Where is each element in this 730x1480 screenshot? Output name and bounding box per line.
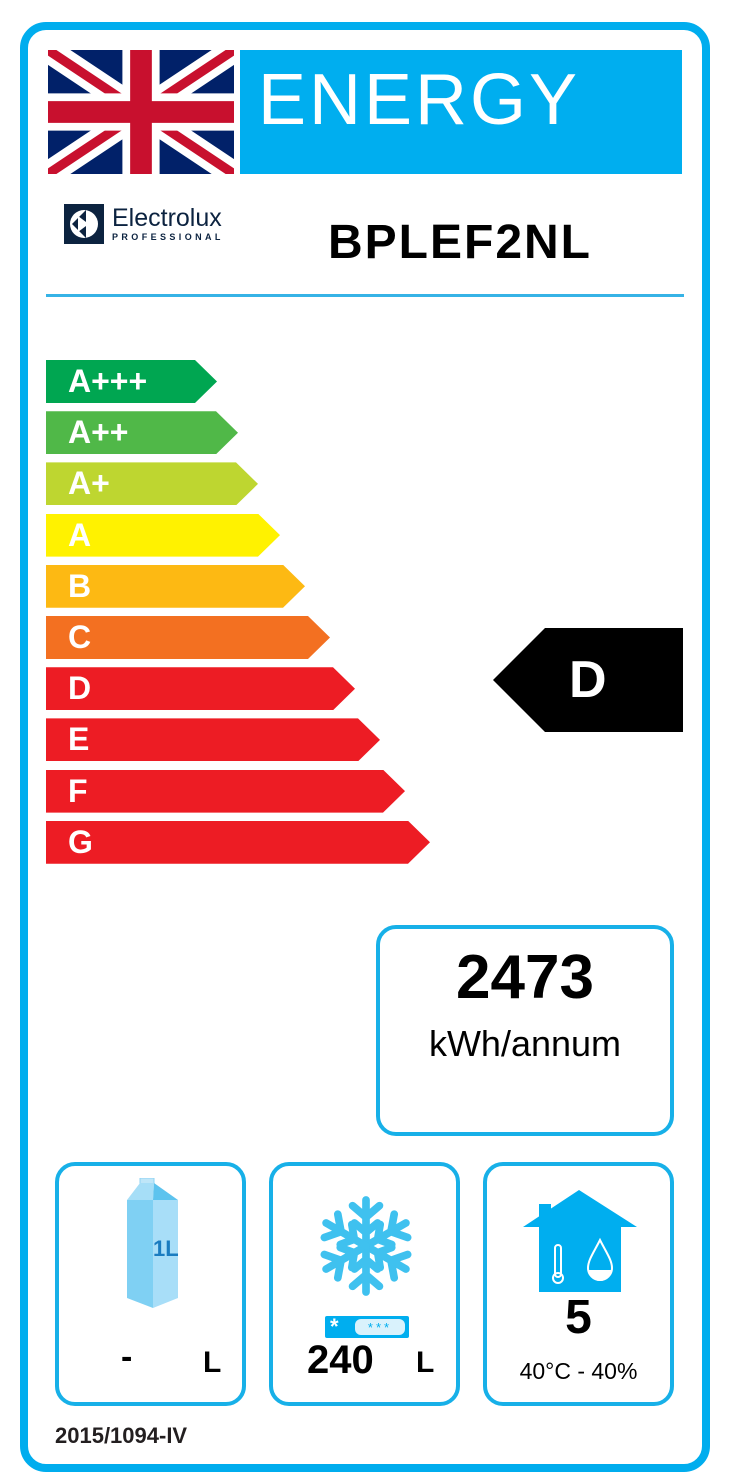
chilled-volume-unit: L — [203, 1346, 222, 1379]
carton-label: 1L — [153, 1236, 179, 1261]
climate-conditions: 40°C - 40% — [519, 1358, 638, 1384]
house-climate-icon — [523, 1190, 637, 1292]
frozen-volume-unit: L — [416, 1346, 435, 1379]
chilled-volume-value: - — [121, 1338, 133, 1376]
frozen-volume-box: * *** 240 L — [269, 1162, 460, 1406]
frozen-volume-value: 240 — [307, 1338, 374, 1382]
energy-class-bar-6: C — [46, 616, 330, 659]
consumption-unit: kWh/annum — [428, 1023, 622, 1064]
snowflake-icon — [318, 1196, 414, 1301]
consumption-value: 2473 — [456, 943, 594, 1012]
energy-class-bar-2: A++ — [46, 411, 238, 454]
energy-class-bar-1: A+++ — [46, 360, 217, 403]
consumption-box: 2473 kWh/annum — [376, 925, 674, 1136]
energy-class-bar-10: G — [46, 821, 430, 864]
energy-class-bar-9: F — [46, 770, 405, 813]
energy-class-bar-7: D — [46, 667, 355, 710]
energy-title: ENERGY — [240, 50, 682, 174]
energy-class-bar-5: B — [46, 565, 305, 608]
climate-class-box: 5 40°C - 40% — [483, 1162, 674, 1406]
union-jack-flag-icon — [48, 50, 234, 174]
regulation-reference: 2015/1094-IV — [55, 1423, 188, 1448]
model-number: BPLEF2NL — [327, 216, 592, 269]
brand-logo: Electrolux PROFESSIONAL — [64, 204, 224, 244]
brand-name: Electrolux — [112, 204, 222, 232]
energy-class-bar-4: A — [46, 514, 280, 557]
milk-carton-icon: 1L — [127, 1178, 179, 1308]
chilled-volume-box: 1L - L — [55, 1162, 246, 1406]
divider — [46, 294, 684, 297]
climate-class-value: 5 — [565, 1291, 592, 1344]
brand-subline: PROFESSIONAL — [112, 232, 224, 242]
four-star-freezer-icon: * *** — [325, 1314, 409, 1339]
energy-class-bar-3: A+ — [46, 462, 258, 505]
label-frame — [20, 22, 710, 1472]
energy-class-bar-8: E — [46, 718, 380, 761]
electrolux-logo-icon — [64, 204, 104, 244]
